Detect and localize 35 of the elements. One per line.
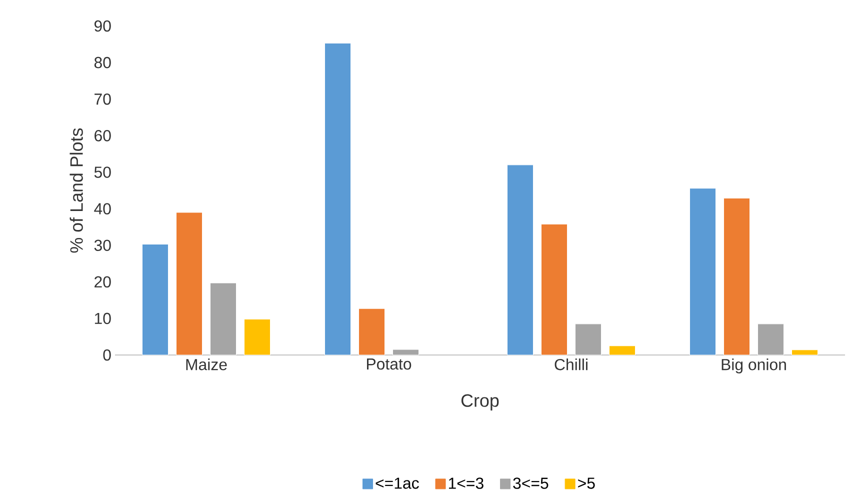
legend-label: 3<=5 [513, 478, 548, 489]
legend-label: >5 [578, 478, 595, 489]
bar [724, 198, 750, 356]
bar [176, 212, 202, 356]
bar [392, 349, 420, 356]
bar [142, 244, 168, 356]
legend-label: <=1ac [376, 478, 419, 489]
bar [792, 350, 818, 356]
y-tick-label: 10 [94, 312, 111, 324]
bar [244, 318, 271, 356]
y-tick-label: 40 [94, 203, 111, 214]
x-tick-label: Chilli [554, 358, 588, 370]
y-tick-label: 50 [94, 166, 111, 178]
y-tick-label: 20 [94, 276, 111, 288]
x-axis-title: Crop [461, 394, 499, 410]
y-tick-label: 0 [103, 349, 111, 361]
bar [609, 346, 636, 356]
bar [210, 282, 237, 356]
legend-label: 1<=3 [448, 478, 484, 489]
y-tick-label: 30 [94, 240, 111, 251]
bar [324, 42, 352, 356]
y-tick-label: 90 [94, 20, 111, 32]
bar [758, 324, 784, 356]
bar [541, 224, 568, 356]
x-tick-label: Maize [186, 358, 227, 370]
bar [690, 188, 716, 356]
y-tick-label: 70 [94, 93, 111, 105]
bar [575, 324, 602, 356]
x-tick-label: Potato [367, 358, 412, 370]
y-tick-label: 80 [94, 56, 111, 68]
bar [507, 164, 534, 356]
x-tick-label: Big onion [722, 358, 786, 374]
y-axis-title: % of Land Plots [70, 128, 83, 253]
y-tick-label: 60 [94, 130, 111, 142]
bar [358, 308, 386, 356]
